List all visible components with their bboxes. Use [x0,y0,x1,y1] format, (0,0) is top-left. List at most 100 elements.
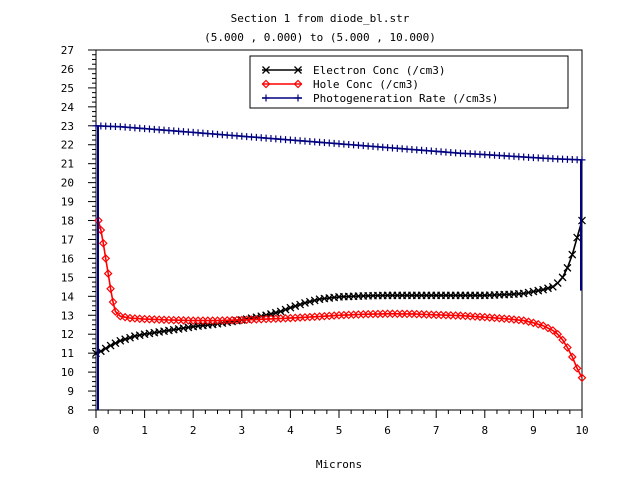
data-point [572,363,582,373]
legend-marker [262,94,270,102]
y-tick-label: 9 [67,385,74,398]
legend-item: Hole Conc (/cm3) [261,78,419,91]
y-tick-label: 20 [61,177,74,190]
data-point [529,318,538,328]
data-point [577,373,587,383]
data-point [544,284,552,293]
data-point [543,323,553,333]
data-point [548,326,558,335]
data-point [281,305,290,314]
data-point [558,273,567,282]
legend-label: Photogeneration Rate (/cm3s) [313,92,498,105]
data-point [267,310,275,318]
y-tick-label: 24 [61,101,75,114]
x-tick-label: 9 [530,424,537,437]
legend-marker [261,79,271,89]
series-line [95,220,583,354]
data-point [120,312,130,322]
data-point [126,333,134,342]
data-point [116,336,125,345]
legend-marker [294,94,302,102]
x-tick-label: 4 [287,424,294,437]
data-point [538,321,548,331]
y-tick-label: 10 [61,366,74,379]
y-tick-label: 23 [61,120,74,133]
data-point [98,238,108,248]
legend: Electron Conc (/cm3)Hole Conc (/cm3)Phot… [249,55,569,109]
data-point [108,297,118,307]
y-tick-label: 18 [61,215,74,228]
data-point [524,317,533,327]
data-point [101,344,110,353]
data-point [106,284,115,294]
x-axis: 0 1 2 3 4 5 6 7 8 9 10 [93,410,589,437]
data-point [101,254,111,263]
data-point [106,341,115,350]
series-1 [92,216,586,358]
y-tick-label: 8 [67,404,74,417]
data-point [296,300,305,309]
data-point [276,307,285,316]
data-point [539,285,548,294]
data-point [563,343,572,352]
data-point [286,303,295,312]
legend-item: Photogeneration Rate (/cm3s) [262,92,498,105]
data-point [291,302,300,311]
y-tick-label: 11 [61,347,74,360]
y-tick-label: 15 [61,271,74,284]
data-point [533,319,543,329]
data-point [519,316,529,325]
data-point [115,311,125,321]
series-2 [94,216,587,383]
y-tick-label: 22 [61,139,74,152]
data-point [567,352,577,362]
data-point [573,233,582,242]
y-tick-label: 25 [61,82,74,95]
y-tick-label: 21 [61,158,74,171]
legend-box [249,55,569,109]
x-tick-label: 0 [93,424,100,437]
x-tick-label: 5 [336,424,343,437]
series-3 [92,122,586,410]
x-axis-label: Microns [316,458,362,471]
data-point [548,282,557,291]
data-point [271,308,280,317]
y-tick-label: 13 [61,309,74,322]
y-tick-label: 17 [61,233,74,246]
data-point [305,297,314,306]
x-tick-label: 7 [433,424,440,437]
y-tick-label: 14 [61,290,75,303]
data-point [301,298,309,307]
legend-item: Electron Conc (/cm3) [262,64,445,77]
chart-title: Section 1 from diode_bl.str [231,12,410,25]
legend-label: Hole Conc (/cm3) [313,78,419,91]
data-point [558,335,567,345]
data-point [121,335,130,344]
y-tick-label: 19 [61,196,74,209]
x-tick-label: 3 [238,424,245,437]
legend-marker [293,79,303,89]
y-tick-label: 12 [61,328,74,341]
series-line [97,220,583,379]
data-point [310,296,319,305]
x-tick-label: 8 [481,424,488,437]
x-tick-label: 1 [141,424,148,437]
data-point [103,269,113,278]
y-axis: 8 9 10 11 12 13 14 15 16 17 18 19 20 21 22 23 24 25 26 27 [61,44,96,417]
x-tick-label: 2 [190,424,197,437]
data-point [111,339,120,348]
y-tick-label: 16 [61,252,74,265]
data-point [553,329,563,339]
data-point [563,263,572,272]
legend-label: Electron Conc (/cm3) [313,64,445,77]
data-point [568,250,577,259]
y-tick-label: 26 [61,63,74,76]
legend-marker [262,66,270,74]
chart-subtitle: (5.000 , 0.000) to (5.000 , 10.000) [204,31,436,44]
data-point [111,307,120,316]
series-layer [92,122,587,410]
y-tick-label: 27 [61,44,74,57]
x-tick-label: 6 [384,424,391,437]
x-tick-label: 10 [575,424,588,437]
